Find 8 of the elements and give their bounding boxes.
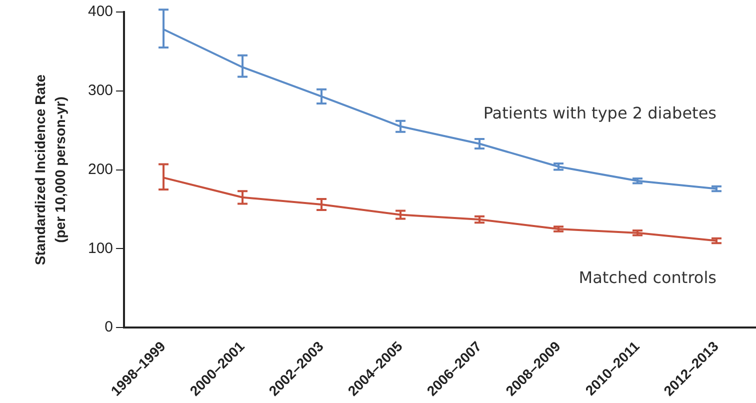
series-label: Patients with type 2 diabetes [483,104,716,123]
y-tick-label: 400 [88,3,114,20]
y-tick-label: 300 [88,82,114,100]
y-axis-title: Standardized Incidence Rate (per 10,000 person-yr) [32,74,68,266]
y-tick-label: 100 [88,240,114,257]
series-label: Matched controls [578,268,716,287]
y-tick-label: 0 [104,318,114,336]
y-tick-label: 200 [88,160,114,178]
